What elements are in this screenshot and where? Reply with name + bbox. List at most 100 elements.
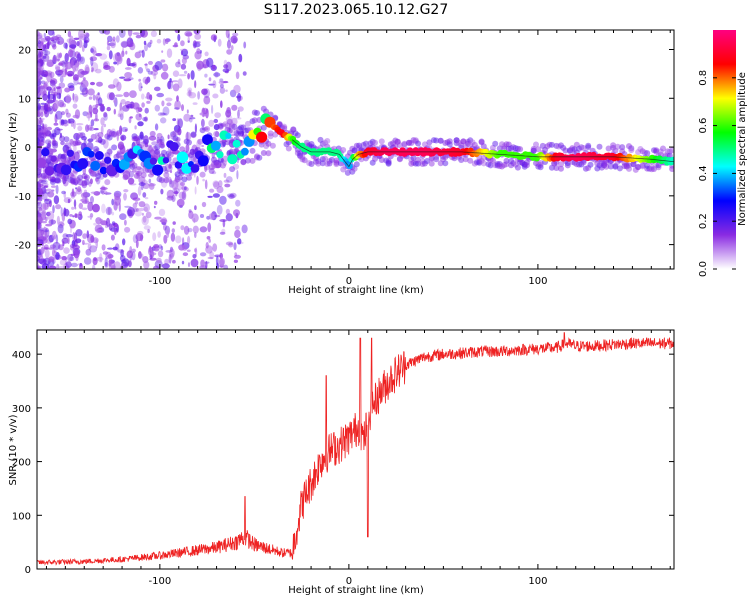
spectrogram-halo bbox=[249, 147, 256, 154]
spectrogram-noise-blob bbox=[45, 211, 51, 217]
spectrogram-noise-blob bbox=[148, 135, 157, 141]
spectrogram-halo bbox=[514, 164, 521, 171]
spectrogram-noise-blob bbox=[37, 201, 42, 205]
spectrogram-noise-blob bbox=[95, 229, 104, 232]
spectrogram-noise-blob bbox=[219, 87, 226, 94]
spectrogram-noise-blob bbox=[200, 259, 206, 268]
spectrogram-noise-blob bbox=[213, 181, 220, 190]
spectrogram-halo bbox=[480, 160, 487, 167]
spectrogram-noise-blob bbox=[37, 206, 40, 216]
spectrogram-noise-blob bbox=[61, 212, 66, 222]
spectrogram-noise-blob bbox=[191, 213, 199, 223]
spectrogram-noise-blob bbox=[199, 214, 205, 218]
spectrogram-noise-blob bbox=[223, 59, 228, 66]
spectrogram-noise-blob bbox=[52, 241, 61, 251]
spectrogram-halo bbox=[90, 133, 97, 140]
figure-title: S117.2023.065.10.12.G27 bbox=[264, 2, 449, 18]
spectrogram-noise-blob bbox=[204, 73, 208, 78]
spectrogram-noise-blob bbox=[175, 61, 181, 68]
spectrogram-noise-blob bbox=[143, 40, 147, 46]
spectrogram-noise-blob bbox=[92, 203, 100, 213]
spectrogram-noise-blob bbox=[56, 58, 61, 62]
spectrogram-noise-blob bbox=[67, 118, 71, 124]
spectrogram-noise-blob bbox=[75, 238, 82, 244]
spectrogram-ridge-blob bbox=[174, 161, 183, 169]
spectrogram-halo bbox=[558, 161, 564, 168]
spectrogram-noise-blob bbox=[226, 40, 232, 49]
spectrogram-noise-blob bbox=[41, 80, 46, 85]
spectrogram-noise-blob bbox=[78, 30, 84, 39]
spectrogram-noise-blob bbox=[67, 30, 72, 38]
spectrogram-noise-blob bbox=[194, 186, 197, 195]
spectrogram-noise-blob bbox=[160, 217, 168, 225]
spectrogram-halo bbox=[385, 159, 392, 166]
spectrogram-noise-blob bbox=[149, 94, 153, 101]
spectrogram-noise-blob bbox=[213, 72, 221, 77]
spectrogram-noise-blob bbox=[46, 40, 50, 50]
spectrogram-noise-blob bbox=[92, 264, 96, 269]
spectrogram-noise-blob bbox=[137, 185, 142, 196]
spectrogram-halo bbox=[626, 165, 632, 172]
spectrogram-noise-blob bbox=[161, 263, 170, 269]
spectrogram-noise-blob bbox=[113, 61, 118, 65]
spectrogram-noise-blob bbox=[37, 265, 40, 269]
colorbar-tick-label: 0.0 bbox=[698, 261, 709, 277]
spectrogram-noise-blob bbox=[75, 187, 78, 190]
spectrogram-noise-blob bbox=[49, 236, 52, 243]
spectrogram-noise-blob bbox=[54, 99, 59, 110]
spectrogram-noise-blob bbox=[183, 113, 191, 122]
spectrogram-noise-blob bbox=[153, 73, 157, 80]
spectrogram-noise-blob bbox=[56, 263, 60, 269]
spectrogram-noise-blob bbox=[101, 244, 106, 251]
spectrogram-noise-blob bbox=[91, 69, 94, 73]
spectrogram-noise-blob bbox=[162, 106, 170, 116]
spectrogram-halo bbox=[142, 138, 149, 145]
spectrogram-halo bbox=[147, 146, 154, 153]
spectrogram-ytick-label: 20 bbox=[18, 46, 31, 57]
spectrogram-noise-blob bbox=[206, 57, 214, 68]
spectrogram-noise-blob bbox=[218, 180, 223, 188]
spectrogram-noise-blob bbox=[61, 190, 66, 195]
spectrogram-halo bbox=[131, 162, 138, 169]
spectrogram-noise-blob bbox=[150, 252, 157, 256]
spectrogram-halo bbox=[558, 165, 564, 172]
spectrogram-noise-blob bbox=[181, 104, 184, 112]
spectrogram-noise-blob bbox=[60, 140, 65, 146]
spectrogram-noise-blob bbox=[54, 38, 60, 41]
spectrogram-halo bbox=[322, 155, 329, 162]
spectrogram-halo bbox=[585, 142, 592, 149]
spectrogram-noise-blob bbox=[178, 191, 186, 200]
spectrogram-noise-blob bbox=[71, 206, 75, 210]
spectrogram-noise-blob bbox=[157, 250, 164, 258]
spectrogram-noise-blob bbox=[92, 94, 96, 101]
spectrogram-noise-blob bbox=[169, 248, 175, 258]
spectrogram-noise-blob bbox=[47, 90, 51, 101]
spectrogram-halo bbox=[462, 156, 469, 163]
spectrogram-halo bbox=[351, 165, 358, 172]
spectrogram-noise-blob bbox=[135, 113, 143, 121]
spectrogram-noise-blob bbox=[69, 244, 76, 248]
spectrogram-ridge-blob bbox=[190, 164, 200, 173]
spectrogram-noise-blob bbox=[95, 53, 103, 57]
spectrogram-noise-blob bbox=[70, 194, 75, 199]
spectrogram-ridge-blob bbox=[256, 131, 268, 143]
spectrogram-noise-blob bbox=[52, 31, 55, 37]
spectrogram-noise-blob bbox=[138, 201, 146, 208]
spectrogram-halo bbox=[315, 160, 322, 167]
spectrogram-noise-blob bbox=[150, 70, 158, 76]
spectrogram-halo bbox=[616, 165, 623, 172]
spectrogram-halo bbox=[294, 132, 301, 139]
spectrogram-noise-blob bbox=[134, 51, 142, 59]
spectrogram-noise-blob bbox=[59, 259, 66, 266]
spectrogram-halo bbox=[74, 139, 81, 146]
spectrogram-noise-blob bbox=[55, 66, 61, 71]
spectrogram-noise-blob bbox=[42, 50, 51, 56]
spectrogram-noise-blob bbox=[80, 92, 87, 96]
spectrogram-noise-blob bbox=[138, 78, 142, 82]
spectrogram-noise-blob bbox=[165, 250, 173, 253]
spectrogram-marks bbox=[37, 30, 674, 269]
spectrogram-noise-blob bbox=[161, 50, 164, 53]
spectrogram-noise-blob bbox=[201, 201, 207, 208]
spectrogram-noise-blob bbox=[69, 256, 75, 262]
spectrogram-noise-blob bbox=[208, 238, 211, 243]
